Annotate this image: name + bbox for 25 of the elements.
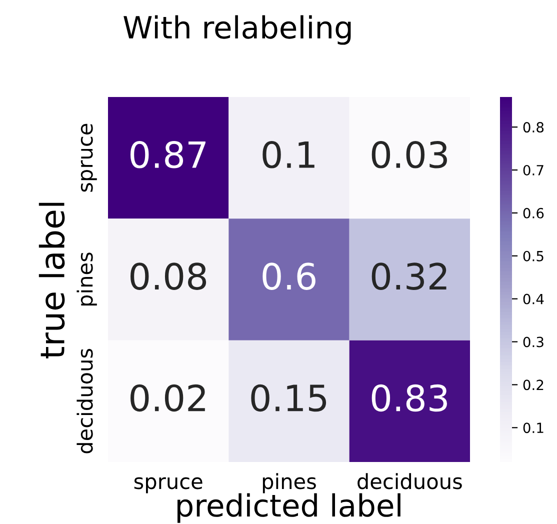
- data-label: 0.03: [372, 140, 447, 168]
- x-axis-title: predicted label: [178, 493, 400, 523]
- color-bar-label: 0.7: [523, 164, 544, 176]
- data-label: 0.08: [130, 262, 206, 290]
- color-bar-label: 0.4: [523, 294, 544, 304]
- color-bar-label: 0.5: [523, 250, 544, 262]
- color-bar-label: 0.8: [523, 122, 544, 133]
- data-label: 0.02: [130, 384, 205, 412]
- data-label: 0.6: [262, 262, 316, 290]
- color-bar-label: 0.3: [523, 336, 544, 348]
- data-label: 0.32: [372, 262, 446, 290]
- color-bar-label: 0.2: [523, 380, 544, 390]
- x-tick-label: pines: [262, 473, 316, 494]
- x-tick-label: deciduous: [358, 473, 462, 490]
- y-axis-title: true label: [38, 202, 65, 358]
- chart-title: With relabeling: [124, 15, 351, 45]
- data-label: 0.15: [251, 384, 326, 412]
- y-tick-label: pines: [76, 252, 97, 306]
- color-bar-label: 0.6: [523, 208, 544, 218]
- data-label: 0.87: [130, 140, 206, 168]
- data-label: 0.1: [262, 140, 314, 168]
- data-label: 0.83: [372, 384, 447, 412]
- color-bar-label: 0.1: [523, 422, 544, 434]
- x-tick-label: spruce: [134, 477, 202, 494]
- y-tick-label: spruce: [80, 124, 97, 192]
